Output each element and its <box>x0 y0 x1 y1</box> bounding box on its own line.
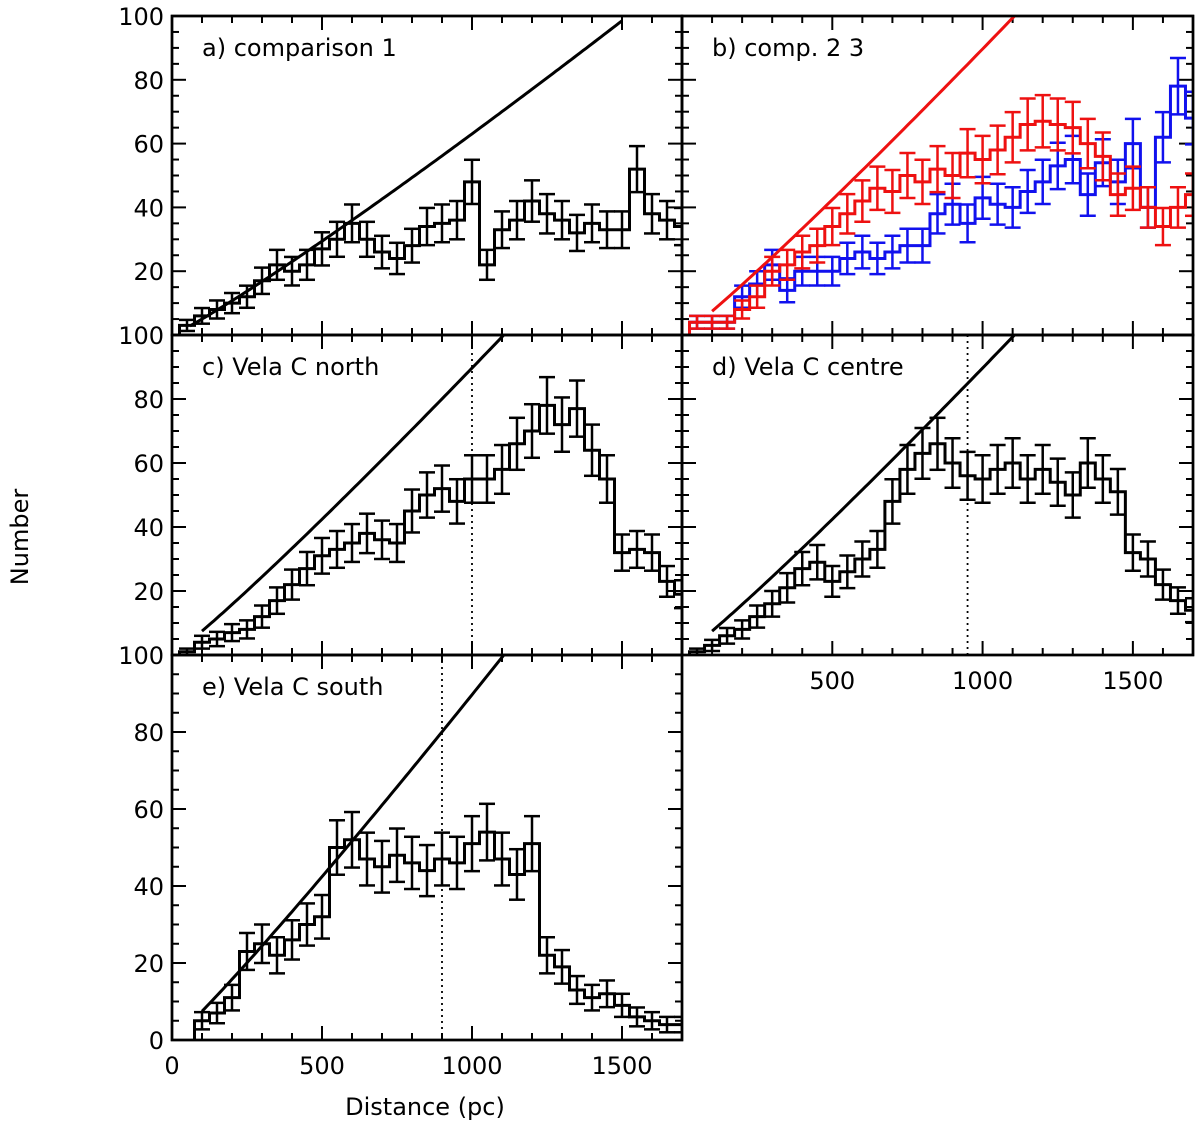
model-curve <box>711 16 1017 313</box>
y-axis-title: Number <box>6 489 34 586</box>
panel-title: c) Vela C north <box>202 353 379 381</box>
model-curve <box>200 655 506 1013</box>
model-curve <box>711 335 1017 633</box>
series-comp-3 <box>688 93 1193 335</box>
panel-title: a) comparison 1 <box>202 34 397 62</box>
plot-area <box>178 335 682 655</box>
y-tick-label: 80 <box>133 386 164 414</box>
panel-b: b) comp. 2 3 <box>680 14 1195 337</box>
histogram-step <box>178 403 682 655</box>
histogram-step <box>178 167 682 335</box>
panel-frame-top <box>170 14 684 337</box>
panel-title: b) comp. 2 3 <box>712 34 864 62</box>
x-tick-label: 1000 <box>441 1052 502 1080</box>
plot-area <box>688 16 1193 335</box>
x-tick-label: 0 <box>164 1052 179 1080</box>
y-tick-label: 60 <box>133 796 164 824</box>
plot-area <box>688 335 1193 655</box>
plot-area <box>193 655 682 1040</box>
panel-c: 20 40 60 80 100 c) Vela C north <box>118 322 684 657</box>
series-vela-c-north <box>178 375 682 655</box>
x-axis-title: Distance (pc) <box>345 1093 505 1121</box>
series-comparison-1 <box>178 144 682 335</box>
histogram-step <box>688 84 1193 335</box>
y-tick-label: 100 <box>118 642 164 670</box>
y-tick-label: 20 <box>133 258 164 286</box>
panel-a: 20 40 60 80 100 a) comparison 1 <box>118 3 684 337</box>
y-tick-label: 40 <box>133 194 164 222</box>
panel-d: 500 1000 1500 d) Vela C centre <box>680 333 1195 695</box>
y-tick-label: 40 <box>133 514 164 542</box>
panel-frame-top <box>680 333 1195 657</box>
panel-title: e) Vela C south <box>202 673 384 701</box>
y-tick-label: 0 <box>149 1027 164 1055</box>
panel-frame <box>170 14 684 337</box>
y-tick-label: 100 <box>118 322 164 350</box>
x-tick-label: 1500 <box>591 1052 652 1080</box>
x-tick-label: 1000 <box>952 667 1013 695</box>
y-tick-label: 20 <box>133 578 164 606</box>
x-tick-label: 1500 <box>1102 667 1163 695</box>
histogram-step <box>193 830 682 1040</box>
y-tick-label: 80 <box>133 67 164 95</box>
plot-area <box>178 19 682 335</box>
y-tick-label: 40 <box>133 873 164 901</box>
y-tick-label: 60 <box>133 450 164 478</box>
series-vela-c-centre <box>688 416 1193 655</box>
series-vela-c-south <box>193 802 682 1040</box>
y-tick-label: 20 <box>133 950 164 978</box>
y-tick-label: 60 <box>133 131 164 159</box>
x-tick-label: 500 <box>299 1052 345 1080</box>
panel-title: d) Vela C centre <box>712 353 904 381</box>
panel-frame <box>680 333 1195 657</box>
y-tick-label: 80 <box>133 719 164 747</box>
y-tick-label: 100 <box>118 3 164 31</box>
model-curve <box>189 19 623 328</box>
histogram-step <box>688 119 1193 335</box>
histogram-step <box>688 442 1193 655</box>
x-tick-label: 500 <box>809 667 855 695</box>
panel-frame-top <box>170 653 684 1042</box>
model-curve <box>201 335 506 633</box>
